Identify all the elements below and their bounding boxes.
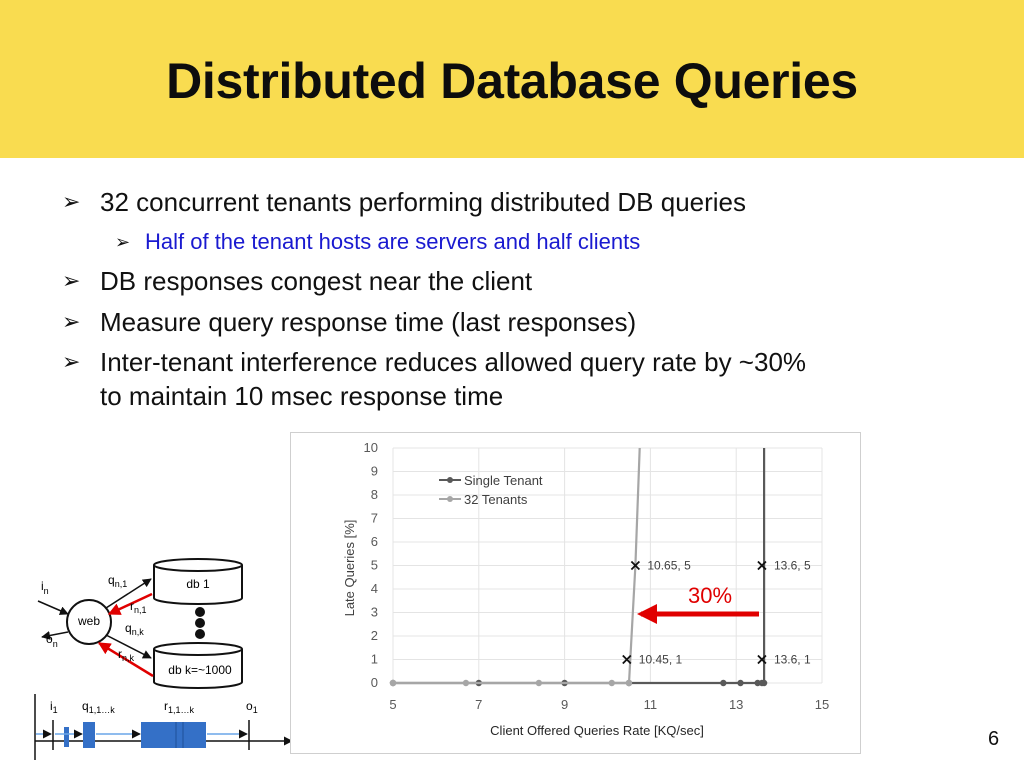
slide-title: Distributed Database Queries (166, 53, 858, 109)
bullet-arrow-icon: ➢ (62, 268, 81, 293)
y-tick-label: 1 (371, 652, 378, 667)
callout-30-percent: 30% (688, 583, 732, 608)
bullet-1-text: 32 concurrent tenants performing distrib… (100, 187, 747, 217)
r-n1-label: rn,1 (130, 599, 147, 615)
annotation-label: 13.6, 5 (774, 559, 811, 573)
legend-single-tenant: Single Tenant (464, 473, 543, 488)
chart-frame: 10.65, 5 13.6, 5 10.45, 1 13.6, 1 0 1 2 3 4 5 6 7 8… (290, 432, 861, 754)
bullet-arrow-icon: ➢ (62, 309, 81, 334)
bullet-4: ➢ Inter-tenant interference reduces allo… (62, 346, 807, 378)
web-label: web (77, 614, 100, 628)
y-tick-label: 2 (371, 628, 378, 643)
chart-grid (392, 447, 823, 684)
series-point-1 (462, 679, 470, 687)
ellipsis-dot (195, 618, 205, 628)
sub-bullet-arrow-icon: ➢ (115, 232, 131, 252)
web-node (66, 599, 112, 645)
series-point-1 (625, 679, 633, 687)
bullet-1: ➢ 32 concurrent tenants performing distr… (62, 186, 747, 218)
x-tick-label: 9 (561, 697, 568, 712)
y-axis-label: Late Queries [%] (342, 520, 357, 617)
series-point-1 (535, 679, 543, 687)
timeline-i1-label: i1 (50, 699, 58, 715)
bullet-4-text: Inter-tenant interference reduces allowe… (100, 347, 807, 377)
q-n1-label: qn,1 (108, 573, 127, 589)
db-k-label: db k=~1000 (168, 663, 232, 677)
y-tick-label: 7 (371, 511, 378, 526)
annotation-label: 10.65, 5 (647, 559, 691, 573)
bullet-4-continuation: to maintain 10 msec response time (100, 380, 503, 412)
r-nk-label: rn,k (118, 647, 135, 663)
series-point-0 (760, 679, 768, 687)
db-1-cylinder: db 1 (153, 558, 243, 605)
ellipsis-dot (195, 607, 205, 617)
x-tick-label: 13 (729, 697, 743, 712)
title-band (0, 0, 1024, 158)
bullet-3: ➢ Measure query response time (last resp… (62, 306, 637, 338)
x-tick-label: 15 (815, 697, 829, 712)
timeline-r-label: r1,1…k (164, 699, 195, 715)
bullet-2-text: DB responses congest near the client (100, 266, 533, 296)
timeline-o1-label: o1 (246, 699, 258, 715)
bullet-4-continuation-text: to maintain 10 msec response time (100, 381, 504, 411)
y-tick-label: 8 (371, 487, 378, 502)
y-tick-label: 9 (371, 464, 378, 479)
y-tick-label: 6 (371, 534, 378, 549)
sub-bullet-1: ➢ Half of the tenant hosts are servers a… (115, 229, 641, 255)
sub-bullet-1-text: Half of the tenant hosts are servers and… (145, 229, 641, 254)
x-tick-label: 11 (644, 697, 658, 712)
series-point-0 (737, 679, 744, 687)
legend-32-tenants: 32 Tenants (464, 492, 528, 507)
y-tick-label: 0 (371, 675, 378, 690)
series-point-1 (389, 679, 397, 687)
network-diagram: db 1 db k=~1000 web in on qn,1 rn,1 qn,k… (34, 558, 293, 760)
chart-series (389, 447, 768, 687)
y-tick-label: 5 (371, 558, 378, 573)
q-nk-label: qn,k (125, 621, 144, 637)
annotation-label: 10.45, 1 (639, 653, 683, 667)
x-axis-label: Client Offered Queries Rate [KQ/sec] (490, 723, 704, 738)
bullet-arrow-icon: ➢ (62, 349, 81, 374)
annotation-marker (622, 654, 632, 665)
ellipsis-dot (195, 629, 205, 639)
bullet-3-text: Measure query response time (last respon… (100, 307, 637, 337)
timeline-q-label: q1,1…k (82, 699, 115, 715)
chart-ticks: 0 1 2 3 4 5 6 7 8 9 10 5 7 9 11 13 15 (364, 440, 830, 712)
late-queries-chart: 10.65, 5 13.6, 5 10.45, 1 13.6, 1 0 1 2 3 4 5 6 7 8… (342, 440, 830, 738)
y-tick-label: 10 (364, 440, 378, 455)
annotation-marker (757, 560, 767, 571)
bullet-2: ➢ DB responses congest near the client (62, 265, 533, 297)
db-1-label: db 1 (186, 577, 210, 591)
x-tick-label: 7 (475, 697, 482, 712)
y-tick-label: 4 (371, 581, 378, 596)
annotation-marker (757, 654, 767, 665)
y-tick-label: 3 (371, 605, 378, 620)
timeline: i1 q1,1…k r1,1…k o1 (34, 694, 293, 760)
chart-legend: Single Tenant 32 Tenants (439, 473, 543, 507)
series-point-0 (720, 679, 727, 687)
chart-annotations: 10.65, 5 13.6, 5 10.45, 1 13.6, 1 (622, 559, 811, 667)
in-label: in (41, 579, 49, 596)
x-tick-label: 5 (389, 697, 396, 712)
series-point-1 (608, 679, 615, 687)
bullet-arrow-icon: ➢ (62, 189, 81, 214)
annotation-marker (630, 560, 641, 571)
annotation-label: 13.6, 1 (774, 653, 811, 667)
db-k-cylinder: db k=~1000 (153, 642, 243, 689)
page-number: 6 (988, 728, 1000, 750)
out-label: on (46, 632, 58, 649)
